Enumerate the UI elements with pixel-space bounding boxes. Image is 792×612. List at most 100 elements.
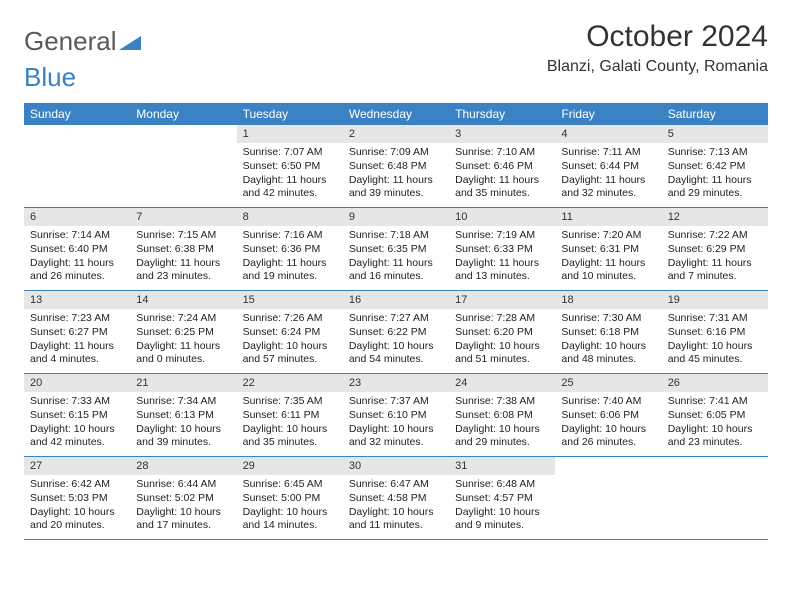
- day-number: 8: [237, 208, 343, 226]
- dow-tuesday: Tuesday: [237, 103, 343, 125]
- dow-thursday: Thursday: [449, 103, 555, 125]
- week-row: 6Sunrise: 7:14 AMSunset: 6:40 PMDaylight…: [24, 208, 768, 291]
- day-body: Sunrise: 7:10 AMSunset: 6:46 PMDaylight:…: [449, 143, 555, 207]
- day-number: 7: [130, 208, 236, 226]
- day-number: 12: [662, 208, 768, 226]
- sunset-text: Sunset: 6:18 PM: [561, 326, 655, 340]
- daylight-text: Daylight: 10 hours and 29 minutes.: [455, 423, 549, 450]
- day-cell: 7Sunrise: 7:15 AMSunset: 6:38 PMDaylight…: [130, 208, 236, 290]
- calendar: Sunday Monday Tuesday Wednesday Thursday…: [24, 103, 768, 540]
- sunrise-text: Sunrise: 7:31 AM: [668, 312, 762, 326]
- day-cell: 27Sunrise: 6:42 AMSunset: 5:03 PMDayligh…: [24, 457, 130, 539]
- sunset-text: Sunset: 6:48 PM: [349, 160, 443, 174]
- sunset-text: Sunset: 6:16 PM: [668, 326, 762, 340]
- sunset-text: Sunset: 6:36 PM: [243, 243, 337, 257]
- day-cell: 24Sunrise: 7:38 AMSunset: 6:08 PMDayligh…: [449, 374, 555, 456]
- day-body: Sunrise: 6:44 AMSunset: 5:02 PMDaylight:…: [130, 475, 236, 539]
- day-body: Sunrise: 7:38 AMSunset: 6:08 PMDaylight:…: [449, 392, 555, 456]
- daylight-text: Daylight: 10 hours and 20 minutes.: [30, 506, 124, 533]
- day-number: 9: [343, 208, 449, 226]
- daylight-text: Daylight: 11 hours and 13 minutes.: [455, 257, 549, 284]
- day-cell: 16Sunrise: 7:27 AMSunset: 6:22 PMDayligh…: [343, 291, 449, 373]
- day-cell: 13Sunrise: 7:23 AMSunset: 6:27 PMDayligh…: [24, 291, 130, 373]
- sunrise-text: Sunrise: 7:14 AM: [30, 229, 124, 243]
- daylight-text: Daylight: 10 hours and 51 minutes.: [455, 340, 549, 367]
- sunset-text: Sunset: 6:31 PM: [561, 243, 655, 257]
- sunset-text: Sunset: 6:29 PM: [668, 243, 762, 257]
- day-body: Sunrise: 6:48 AMSunset: 4:57 PMDaylight:…: [449, 475, 555, 539]
- dow-wednesday: Wednesday: [343, 103, 449, 125]
- day-cell: 9Sunrise: 7:18 AMSunset: 6:35 PMDaylight…: [343, 208, 449, 290]
- sunrise-text: Sunrise: 7:20 AM: [561, 229, 655, 243]
- daylight-text: Daylight: 10 hours and 39 minutes.: [136, 423, 230, 450]
- day-number: 15: [237, 291, 343, 309]
- brand-logo: General: [24, 20, 143, 57]
- day-body: Sunrise: 7:41 AMSunset: 6:05 PMDaylight:…: [662, 392, 768, 456]
- sunset-text: Sunset: 5:00 PM: [243, 492, 337, 506]
- day-cell: [24, 125, 130, 207]
- daylight-text: Daylight: 10 hours and 14 minutes.: [243, 506, 337, 533]
- sunrise-text: Sunrise: 7:15 AM: [136, 229, 230, 243]
- sunset-text: Sunset: 6:15 PM: [30, 409, 124, 423]
- week-row: 20Sunrise: 7:33 AMSunset: 6:15 PMDayligh…: [24, 374, 768, 457]
- sunset-text: Sunset: 6:33 PM: [455, 243, 549, 257]
- day-cell: [130, 125, 236, 207]
- day-cell: 22Sunrise: 7:35 AMSunset: 6:11 PMDayligh…: [237, 374, 343, 456]
- day-cell: 3Sunrise: 7:10 AMSunset: 6:46 PMDaylight…: [449, 125, 555, 207]
- sunset-text: Sunset: 6:10 PM: [349, 409, 443, 423]
- daylight-text: Daylight: 10 hours and 42 minutes.: [30, 423, 124, 450]
- day-cell: 30Sunrise: 6:47 AMSunset: 4:58 PMDayligh…: [343, 457, 449, 539]
- dow-row: Sunday Monday Tuesday Wednesday Thursday…: [24, 103, 768, 125]
- sunset-text: Sunset: 4:57 PM: [455, 492, 549, 506]
- day-body: Sunrise: 7:23 AMSunset: 6:27 PMDaylight:…: [24, 309, 130, 373]
- title-block: October 2024 Blanzi, Galati County, Roma…: [547, 20, 768, 76]
- daylight-text: Daylight: 11 hours and 32 minutes.: [561, 174, 655, 201]
- day-cell: 29Sunrise: 6:45 AMSunset: 5:00 PMDayligh…: [237, 457, 343, 539]
- day-cell: [662, 457, 768, 539]
- week-row: 27Sunrise: 6:42 AMSunset: 5:03 PMDayligh…: [24, 457, 768, 540]
- daylight-text: Daylight: 11 hours and 39 minutes.: [349, 174, 443, 201]
- day-body: [662, 461, 768, 470]
- dow-friday: Friday: [555, 103, 661, 125]
- daylight-text: Daylight: 11 hours and 19 minutes.: [243, 257, 337, 284]
- day-body: [24, 129, 130, 138]
- day-number: 25: [555, 374, 661, 392]
- sunset-text: Sunset: 6:06 PM: [561, 409, 655, 423]
- sunrise-text: Sunrise: 7:33 AM: [30, 395, 124, 409]
- sunset-text: Sunset: 6:25 PM: [136, 326, 230, 340]
- day-body: Sunrise: 7:07 AMSunset: 6:50 PMDaylight:…: [237, 143, 343, 207]
- day-number: 30: [343, 457, 449, 475]
- daylight-text: Daylight: 11 hours and 35 minutes.: [455, 174, 549, 201]
- day-cell: 12Sunrise: 7:22 AMSunset: 6:29 PMDayligh…: [662, 208, 768, 290]
- daylight-text: Daylight: 11 hours and 0 minutes.: [136, 340, 230, 367]
- sunrise-text: Sunrise: 7:09 AM: [349, 146, 443, 160]
- day-body: Sunrise: 7:34 AMSunset: 6:13 PMDaylight:…: [130, 392, 236, 456]
- day-number: 24: [449, 374, 555, 392]
- day-number: 14: [130, 291, 236, 309]
- sunrise-text: Sunrise: 7:16 AM: [243, 229, 337, 243]
- day-cell: 8 Sunrise: 7:16 AMSunset: 6:36 PMDaylight…: [237, 208, 343, 290]
- day-cell: 26Sunrise: 7:41 AMSunset: 6:05 PMDayligh…: [662, 374, 768, 456]
- sunset-text: Sunset: 5:02 PM: [136, 492, 230, 506]
- day-body: Sunrise: 7:35 AMSunset: 6:11 PMDaylight:…: [237, 392, 343, 456]
- sunrise-text: Sunrise: 7:13 AM: [668, 146, 762, 160]
- day-cell: 19Sunrise: 7:31 AMSunset: 6:16 PMDayligh…: [662, 291, 768, 373]
- day-body: Sunrise: 7:11 AMSunset: 6:44 PMDaylight:…: [555, 143, 661, 207]
- day-body: Sunrise: 7:28 AMSunset: 6:20 PMDaylight:…: [449, 309, 555, 373]
- sunrise-text: Sunrise: 7:11 AM: [561, 146, 655, 160]
- sunset-text: Sunset: 6:13 PM: [136, 409, 230, 423]
- daylight-text: Daylight: 11 hours and 16 minutes.: [349, 257, 443, 284]
- sunrise-text: Sunrise: 7:22 AM: [668, 229, 762, 243]
- daylight-text: Daylight: 11 hours and 4 minutes.: [30, 340, 124, 367]
- day-cell: 23Sunrise: 7:37 AMSunset: 6:10 PMDayligh…: [343, 374, 449, 456]
- day-body: Sunrise: 7:26 AMSunset: 6:24 PMDaylight:…: [237, 309, 343, 373]
- dow-sunday: Sunday: [24, 103, 130, 125]
- brand-word1: General: [24, 26, 117, 57]
- sunrise-text: Sunrise: 7:37 AM: [349, 395, 443, 409]
- sunset-text: Sunset: 5:03 PM: [30, 492, 124, 506]
- day-number: 16: [343, 291, 449, 309]
- sunrise-text: Sunrise: 7:28 AM: [455, 312, 549, 326]
- day-cell: 28Sunrise: 6:44 AMSunset: 5:02 PMDayligh…: [130, 457, 236, 539]
- daylight-text: Daylight: 11 hours and 26 minutes.: [30, 257, 124, 284]
- sunrise-text: Sunrise: 7:24 AM: [136, 312, 230, 326]
